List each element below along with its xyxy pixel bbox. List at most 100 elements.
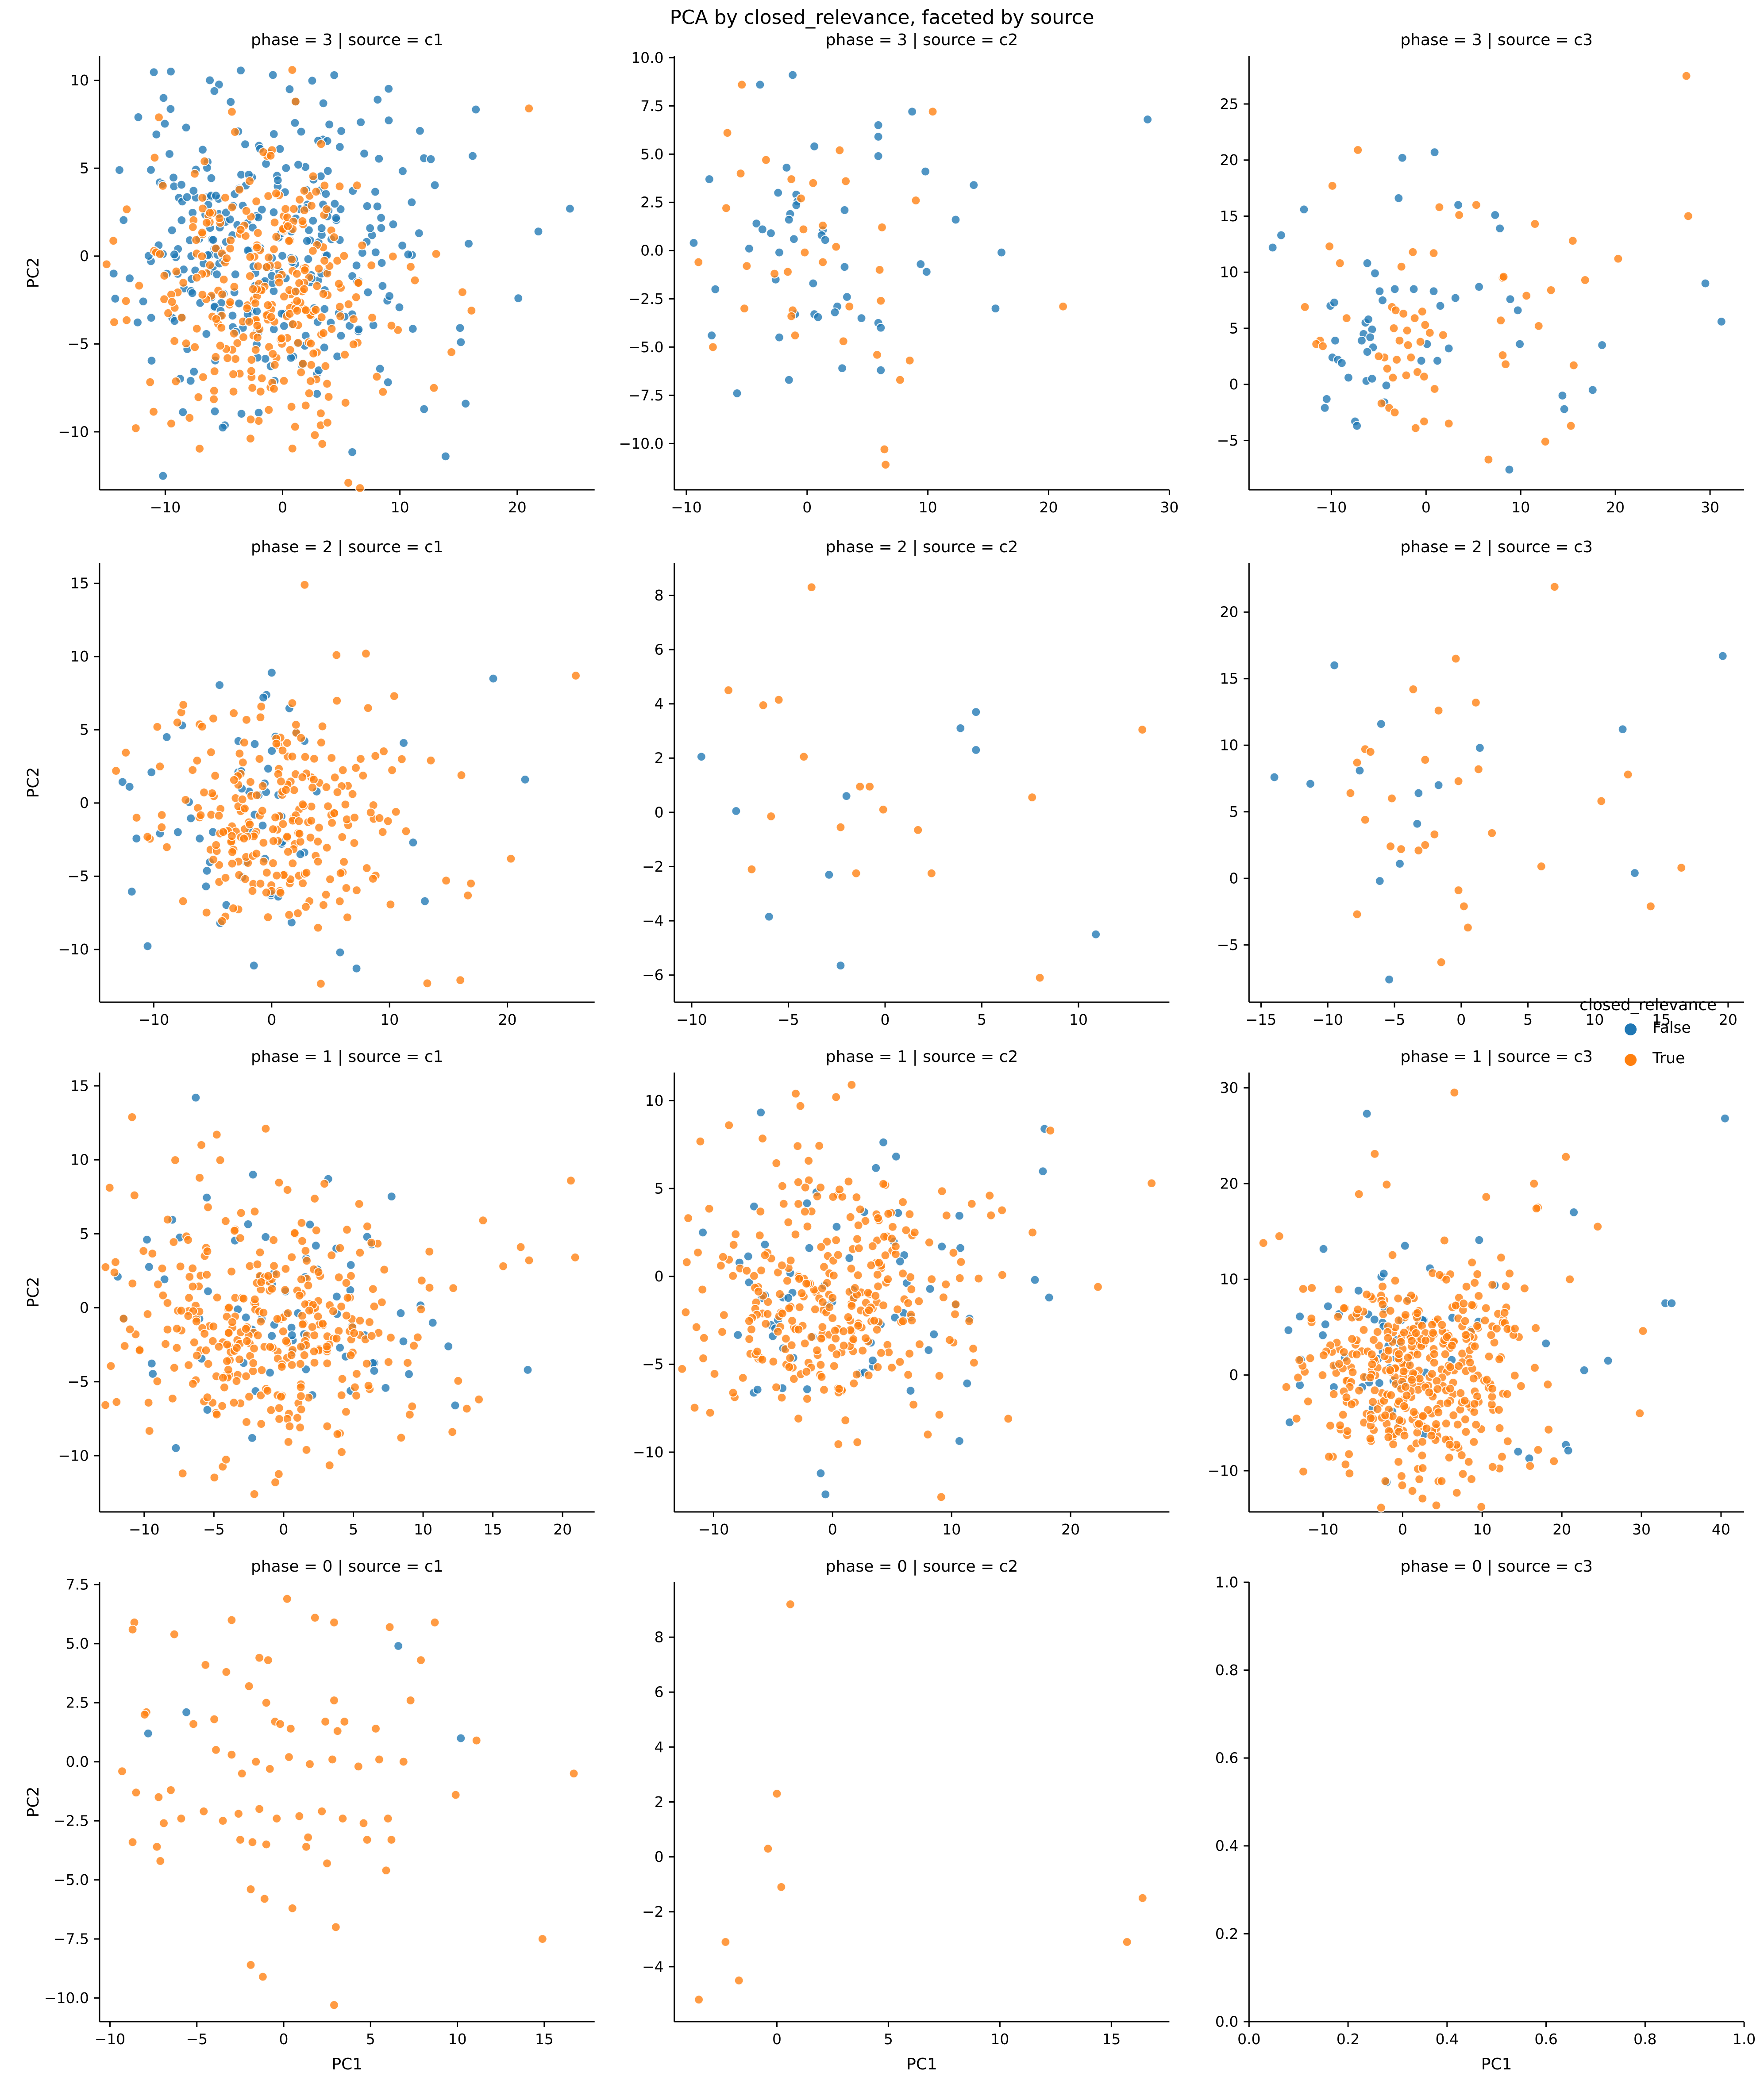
x-tick-label: 0.2 — [1336, 2030, 1360, 2048]
x-tick-label: 0 — [802, 499, 812, 516]
facet-title: phase = 3 | source = c2 — [826, 31, 1018, 49]
y-tick-label: 1.0 — [1215, 1573, 1238, 1591]
x-tick-label: −10 — [129, 1521, 160, 1538]
y-tick-label: −2.5 — [628, 290, 664, 308]
series-false — [1267, 147, 1726, 475]
y-tick-label: 5.0 — [65, 1635, 89, 1652]
x-tick-label: −10 — [1308, 1521, 1339, 1538]
y-tick-label: 20 — [1220, 151, 1238, 169]
y-tick-label: 0 — [655, 804, 664, 821]
y-tick-label: −10.0 — [44, 1989, 89, 2007]
y-tick-label: 0.8 — [1215, 1661, 1238, 1679]
y-tick-label: −5 — [1217, 936, 1239, 954]
facet-plot: phase = 1 | source = c2 −10 0 10 20 −10 −5 0 5 10 — [633, 1048, 1170, 1538]
x-tick-label: 5 — [977, 1011, 986, 1028]
facet-title: phase = 0 | source = c1 — [251, 1557, 443, 1576]
x-tick-label: 10 — [1585, 1011, 1604, 1028]
facet-phase-2-source-c1: phase = 2 | source = c1 −10 0 10 20 −10 −5 0 5 10… — [20, 538, 608, 1061]
y-tick-label: 10 — [70, 72, 89, 89]
y-tick-label: 15 — [70, 1077, 89, 1094]
y-tick-label: 0.0 — [1215, 2013, 1238, 2030]
x-tick-label: 20 — [1719, 1011, 1737, 1028]
y-tick-label: 0 — [655, 1848, 664, 1865]
y-tick-label: 8 — [655, 1629, 664, 1646]
x-tick-label: 20 — [498, 1011, 517, 1028]
legend-entry-false-label: False — [1652, 1018, 1691, 1037]
y-tick-label: −5.0 — [628, 338, 664, 356]
x-tick-label: 10 — [1069, 1011, 1088, 1028]
x-tick-label: 10 — [990, 2030, 1009, 2048]
y-tick-label: 15 — [1220, 670, 1238, 687]
y-axis-label: PC2 — [24, 1277, 42, 1308]
x-tick-label: 0 — [279, 1521, 288, 1538]
legend-entry-false: False — [1625, 1019, 1717, 1038]
y-tick-label: 15 — [70, 575, 89, 592]
x-tick-label: 15 — [535, 2030, 554, 2048]
legend-entry-true-label: True — [1652, 1049, 1685, 1068]
series-true — [1258, 1088, 1648, 1513]
series-false — [689, 70, 1153, 398]
y-tick-label: −2 — [642, 858, 664, 875]
facet-title: phase = 2 | source = c3 — [1400, 538, 1593, 556]
facet-phase-1-source-c2: phase = 1 | source = c2 −10 0 10 20 −10 −5 0 5 10 — [595, 1048, 1183, 1570]
y-tick-label: 10 — [1220, 1271, 1238, 1288]
y-tick-label: 6 — [655, 1684, 664, 1701]
series-true — [693, 80, 1068, 470]
y-tick-label: 0 — [1229, 376, 1238, 393]
series-true — [117, 1594, 579, 2010]
y-tick-label: 2 — [655, 750, 664, 767]
y-tick-label: −6 — [642, 966, 664, 984]
x-tick-label: 0 — [880, 1011, 890, 1028]
x-axis-label: PC1 — [906, 2055, 937, 2073]
y-axis-label: PC2 — [24, 1787, 42, 1818]
series-false — [108, 65, 575, 481]
y-tick-label: 0.0 — [640, 242, 663, 259]
y-tick-label: 5.0 — [640, 146, 663, 163]
x-tick-label: −5 — [778, 1011, 799, 1028]
x-tick-label: 15 — [1102, 2030, 1121, 2048]
facet-phase-3-source-c2: phase = 3 | source = c2 −10 0 10 20 30 −10.0 −7… — [595, 31, 1183, 548]
x-tick-label: 20 — [553, 1521, 572, 1538]
facet-phase-3-source-c1: phase = 3 | source = c1 −10 0 10 20 −10 −5 0 5 10… — [20, 31, 608, 548]
x-axis-label: PC1 — [331, 2055, 362, 2073]
series-true — [694, 1599, 1148, 2005]
y-tick-label: −2 — [642, 1903, 664, 1920]
facet-plot: phase = 2 | source = c3 −15 −10 −5 0 5 10 15 20 −… — [1217, 538, 1745, 1028]
y-tick-label: −10.0 — [619, 435, 664, 452]
x-tick-label: 0 — [1421, 499, 1431, 516]
y-tick-label: 0 — [80, 794, 89, 811]
y-tick-label: 6 — [655, 641, 664, 658]
series-true — [111, 580, 581, 989]
x-tick-label: −10 — [1312, 1011, 1343, 1028]
y-tick-label: −10 — [58, 423, 89, 440]
y-axis-label: PC2 — [24, 258, 42, 288]
y-tick-label: 10 — [70, 1151, 89, 1169]
y-tick-label: −7.5 — [54, 1930, 89, 1948]
x-tick-label: −10 — [139, 1011, 169, 1028]
y-tick-label: 0 — [80, 247, 89, 265]
facet-title: phase = 1 | source = c3 — [1400, 1048, 1593, 1066]
y-tick-label: 5 — [80, 160, 89, 177]
x-tick-label: 10 — [919, 499, 937, 516]
x-axis-label: PC1 — [1481, 2055, 1512, 2073]
x-tick-label: −15 — [1246, 1011, 1277, 1028]
x-tick-label: 40 — [1712, 1521, 1730, 1538]
y-tick-label: −10 — [58, 941, 89, 958]
y-tick-label: 20 — [1220, 604, 1238, 621]
x-tick-label: 20 — [508, 499, 527, 516]
series-false — [1269, 651, 1728, 984]
y-tick-label: −10 — [1208, 1462, 1239, 1479]
y-tick-label: 30 — [1220, 1079, 1238, 1096]
y-tick-label: −5 — [642, 1356, 664, 1373]
y-tick-label: 5 — [1229, 803, 1238, 820]
facet-phase-0-source-c1: phase = 0 | source = c1 −10 −5 0 5 10 15 −10.0 −… — [20, 1557, 608, 2080]
x-tick-label: 0.0 — [1237, 2030, 1260, 2048]
legend-dot-false-icon — [1625, 1023, 1637, 1035]
y-tick-label: −10 — [633, 1443, 664, 1461]
y-tick-label: −5 — [1217, 432, 1239, 449]
facet-title: phase = 3 | source = c3 — [1400, 31, 1593, 49]
facet-phase-1-source-c3: phase = 1 | source = c3 −10 0 10 20 30 40 −10 0 1… — [1169, 1048, 1757, 1570]
facet-phase-2-source-c2: phase = 2 | source = c2 −10 −5 0 5 10 −6 −4 −2 0 2… — [595, 538, 1183, 1061]
figure-title: PCA by closed_relevance, faceted by sour… — [670, 8, 1094, 29]
